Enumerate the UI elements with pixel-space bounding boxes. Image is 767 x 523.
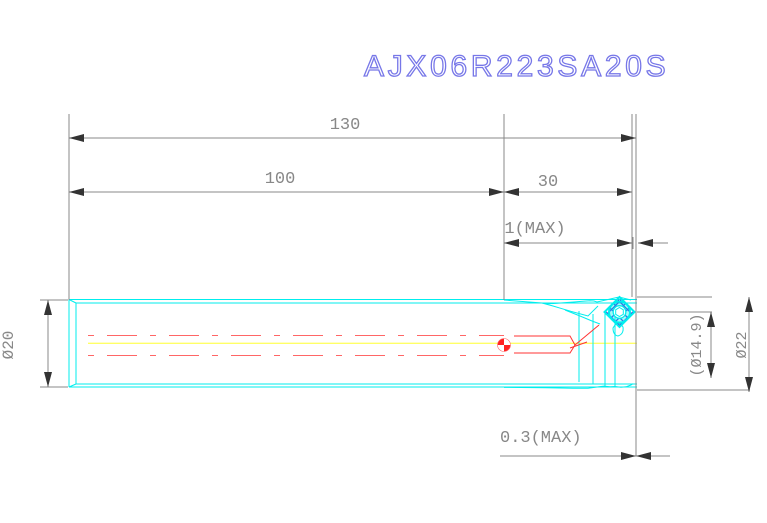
svg-text:Ø20: Ø20: [0, 331, 18, 360]
svg-text:Ø22: Ø22: [734, 331, 751, 358]
svg-text:0.3(MAX): 0.3(MAX): [500, 429, 582, 448]
svg-text:130: 130: [330, 116, 361, 135]
svg-text:1(MAX): 1(MAX): [504, 220, 565, 239]
svg-text:30: 30: [538, 173, 558, 192]
svg-text:100: 100: [265, 170, 296, 189]
svg-text:(Ø14.9): (Ø14.9): [689, 313, 706, 376]
svg-text:AJX06R223SA20S: AJX06R223SA20S: [364, 50, 669, 83]
